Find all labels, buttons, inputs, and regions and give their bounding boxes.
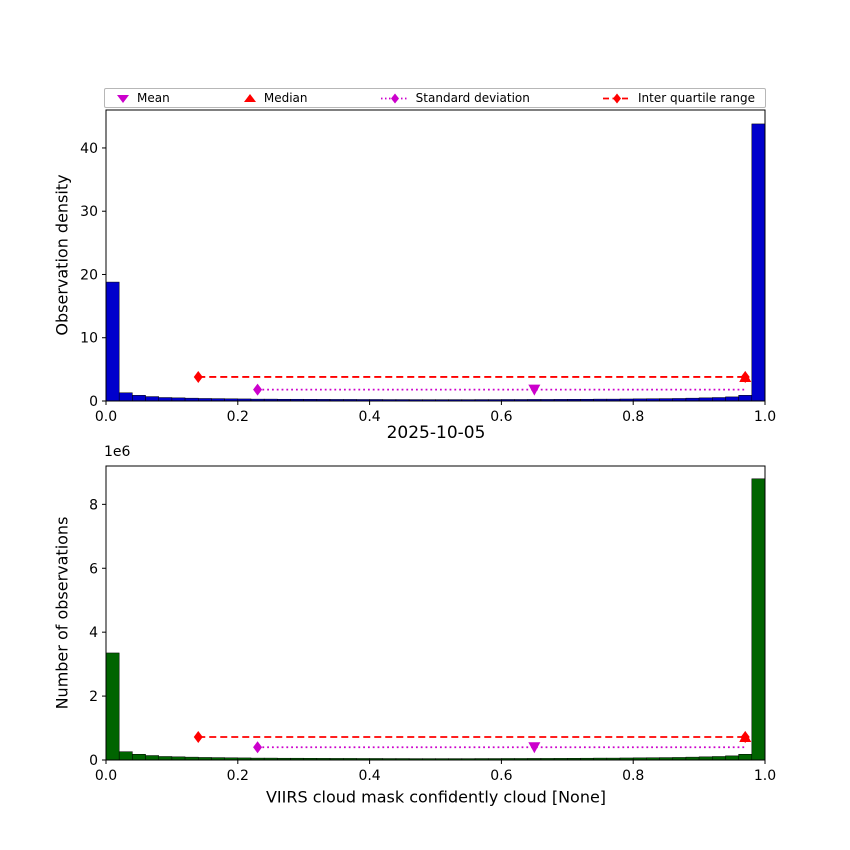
x-tick-label: 1.0 xyxy=(754,409,776,425)
histogram-bar xyxy=(132,395,146,402)
x-axis-label: VIIRS cloud mask confidently cloud [None… xyxy=(265,787,607,807)
legend-label-iqr: Inter quartile range xyxy=(638,91,755,105)
legend-item-std: Standard deviation xyxy=(380,91,530,105)
y-tick-label: 0 xyxy=(89,753,98,769)
histogram-bar xyxy=(751,478,766,761)
x-tick-label: 0.6 xyxy=(490,768,512,784)
legend-label-std: Standard deviation xyxy=(415,91,530,105)
legend-item-median: Median xyxy=(242,91,308,105)
y-tick-label: 30 xyxy=(80,204,98,220)
legend-item-iqr: Inter quartile range xyxy=(602,91,755,105)
x-tick-label: 0.8 xyxy=(622,768,644,784)
x-tick-label: 0.6 xyxy=(490,409,512,425)
bottom-histogram-bars xyxy=(105,478,766,761)
histogram-bar xyxy=(145,396,159,402)
histogram-bar xyxy=(725,755,739,761)
y-tick-label: 0 xyxy=(89,394,98,410)
histogram-bar xyxy=(158,397,173,402)
y-tick-label: 40 xyxy=(80,141,98,157)
bottom-y-ticks: 0 2 4 6 8 xyxy=(89,497,106,769)
top-axes-frame xyxy=(105,109,766,402)
date-title: 2025-10-05 xyxy=(386,423,486,443)
histogram-bar xyxy=(712,397,726,402)
bottom-stat-overlays xyxy=(193,730,752,754)
legend-item-mean: Mean xyxy=(115,91,170,105)
std-diamond-dotted-icon xyxy=(380,93,409,103)
bottom-y-axis-label: Number of observations xyxy=(52,516,72,710)
x-tick-label: 1.0 xyxy=(754,768,776,784)
iqr-left-cap xyxy=(193,370,203,383)
x-tick-label: 0.2 xyxy=(227,409,249,425)
histogram-bar xyxy=(751,123,766,402)
histogram-bar xyxy=(712,756,726,761)
top-histogram-bars xyxy=(105,123,766,402)
top-panel: 0.0 0.2 0.4 0.6 0.8 1.0 0 10 20 30 40 xyxy=(80,109,776,425)
top-stat-overlays xyxy=(193,370,752,396)
histogram-bar xyxy=(105,652,120,761)
histogram-bar xyxy=(725,396,739,402)
std-cap xyxy=(253,383,263,396)
legend-label-mean: Mean xyxy=(137,91,170,105)
histogram-bar xyxy=(132,753,146,761)
x-tick-label: 0.2 xyxy=(227,768,249,784)
histogram-bar xyxy=(158,756,173,761)
x-tick-label: 0.0 xyxy=(95,409,117,425)
bottom-panel: 0.0 0.2 0.4 0.6 0.8 1.0 0 2 4 6 8 xyxy=(89,465,776,784)
legend-label-median: Median xyxy=(263,91,308,105)
iqr-diamond-dashed-icon xyxy=(603,93,632,103)
histogram-bar xyxy=(118,751,133,761)
bottom-axes-frame xyxy=(105,465,766,761)
y-tick-label: 2 xyxy=(89,689,98,705)
y-axis-offset-text: 1e6 xyxy=(104,444,131,460)
x-tick-label: 0.4 xyxy=(358,409,380,425)
mean-triangle-down-icon xyxy=(117,94,129,103)
x-tick-label: 0.8 xyxy=(622,409,644,425)
top-y-axis-label: Observation density xyxy=(52,174,72,336)
y-tick-label: 10 xyxy=(80,331,98,347)
y-tick-label: 20 xyxy=(80,267,98,283)
y-tick-label: 8 xyxy=(89,497,98,513)
iqr-left-cap xyxy=(193,730,203,743)
top-y-ticks: 0 10 20 30 40 xyxy=(80,141,106,410)
histogram-bar xyxy=(145,755,159,761)
median-triangle-up-icon xyxy=(243,93,256,102)
histogram-bar xyxy=(738,395,753,402)
median-marker xyxy=(739,370,752,382)
histogram-bar xyxy=(105,281,120,402)
x-tick-label: 0.4 xyxy=(358,768,380,784)
top-x-ticks: 0.0 0.2 0.4 0.6 0.8 1.0 xyxy=(95,401,776,425)
bottom-x-ticks: 0.0 0.2 0.4 0.6 0.8 1.0 xyxy=(95,760,776,784)
mean-marker xyxy=(528,742,541,754)
histogram-bar xyxy=(738,753,753,761)
y-tick-label: 4 xyxy=(89,625,98,641)
std-cap xyxy=(253,741,263,754)
x-tick-label: 0.0 xyxy=(95,768,117,784)
median-marker xyxy=(739,730,752,742)
histogram-bar xyxy=(118,392,133,402)
y-tick-label: 6 xyxy=(89,561,98,577)
mean-marker xyxy=(528,384,541,396)
legend: Mean Median Standard deviation Inter qua… xyxy=(104,88,766,108)
